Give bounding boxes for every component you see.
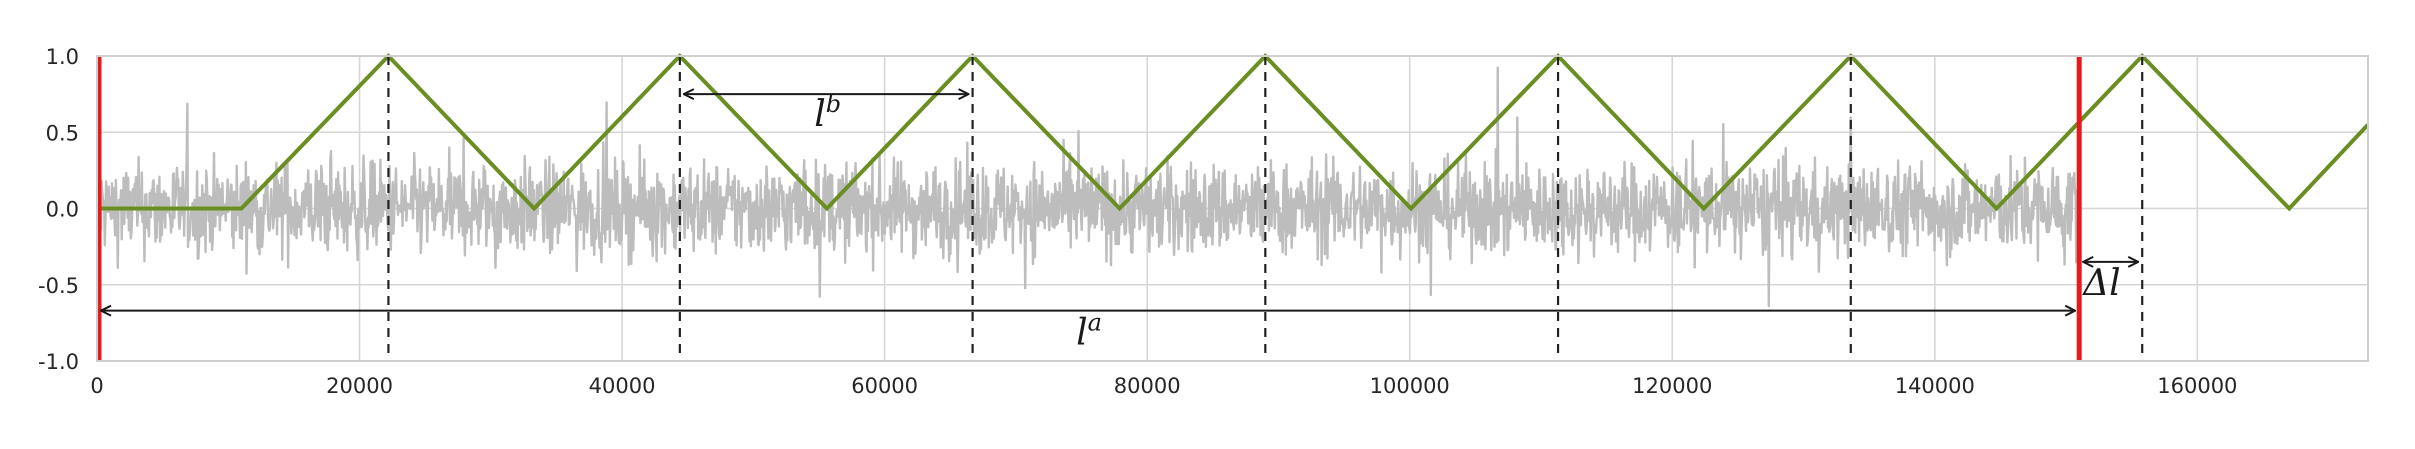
annotation-label: lb [814,90,841,135]
annotation-label-base: l [1076,313,1088,354]
x-tick-label: 0 [90,374,103,398]
annotation-label-sup: a [1088,309,1102,337]
y-tick-label: 0.0 [46,198,79,222]
x-tick-label: 60000 [851,374,918,398]
x-tick-label: 40000 [589,374,656,398]
y-tick-label: 1.0 [46,45,79,69]
signal-series [95,66,2081,308]
x-tick-label: 160000 [2157,374,2237,398]
x-tick-label: 120000 [1632,374,1712,398]
signal-line [95,66,2081,308]
x-tick-label: 100000 [1370,374,1450,398]
annotation-label-sup: b [826,90,841,118]
x-tick-label: 140000 [1895,374,1975,398]
y-tick-label: -1.0 [38,350,79,374]
annotation-label-base: Δl [2081,263,2121,304]
tick-labels: 0 20000 40000 60000 80000 100000 120000 140000 1… [38,45,2237,398]
y-tick-label: 0.5 [46,121,79,145]
x-tick-label: 80000 [1114,374,1181,398]
axes-frame [96,55,2369,362]
x-tick-label: 20000 [326,374,393,398]
annotation-label: la [1076,309,1102,354]
red-boundaries [96,56,2082,361]
dashed-markers [387,56,2144,361]
y-tick-label: -0.5 [38,274,79,298]
annotation-label-base: l [814,94,826,135]
annotation-label: Δl [2081,263,2121,304]
